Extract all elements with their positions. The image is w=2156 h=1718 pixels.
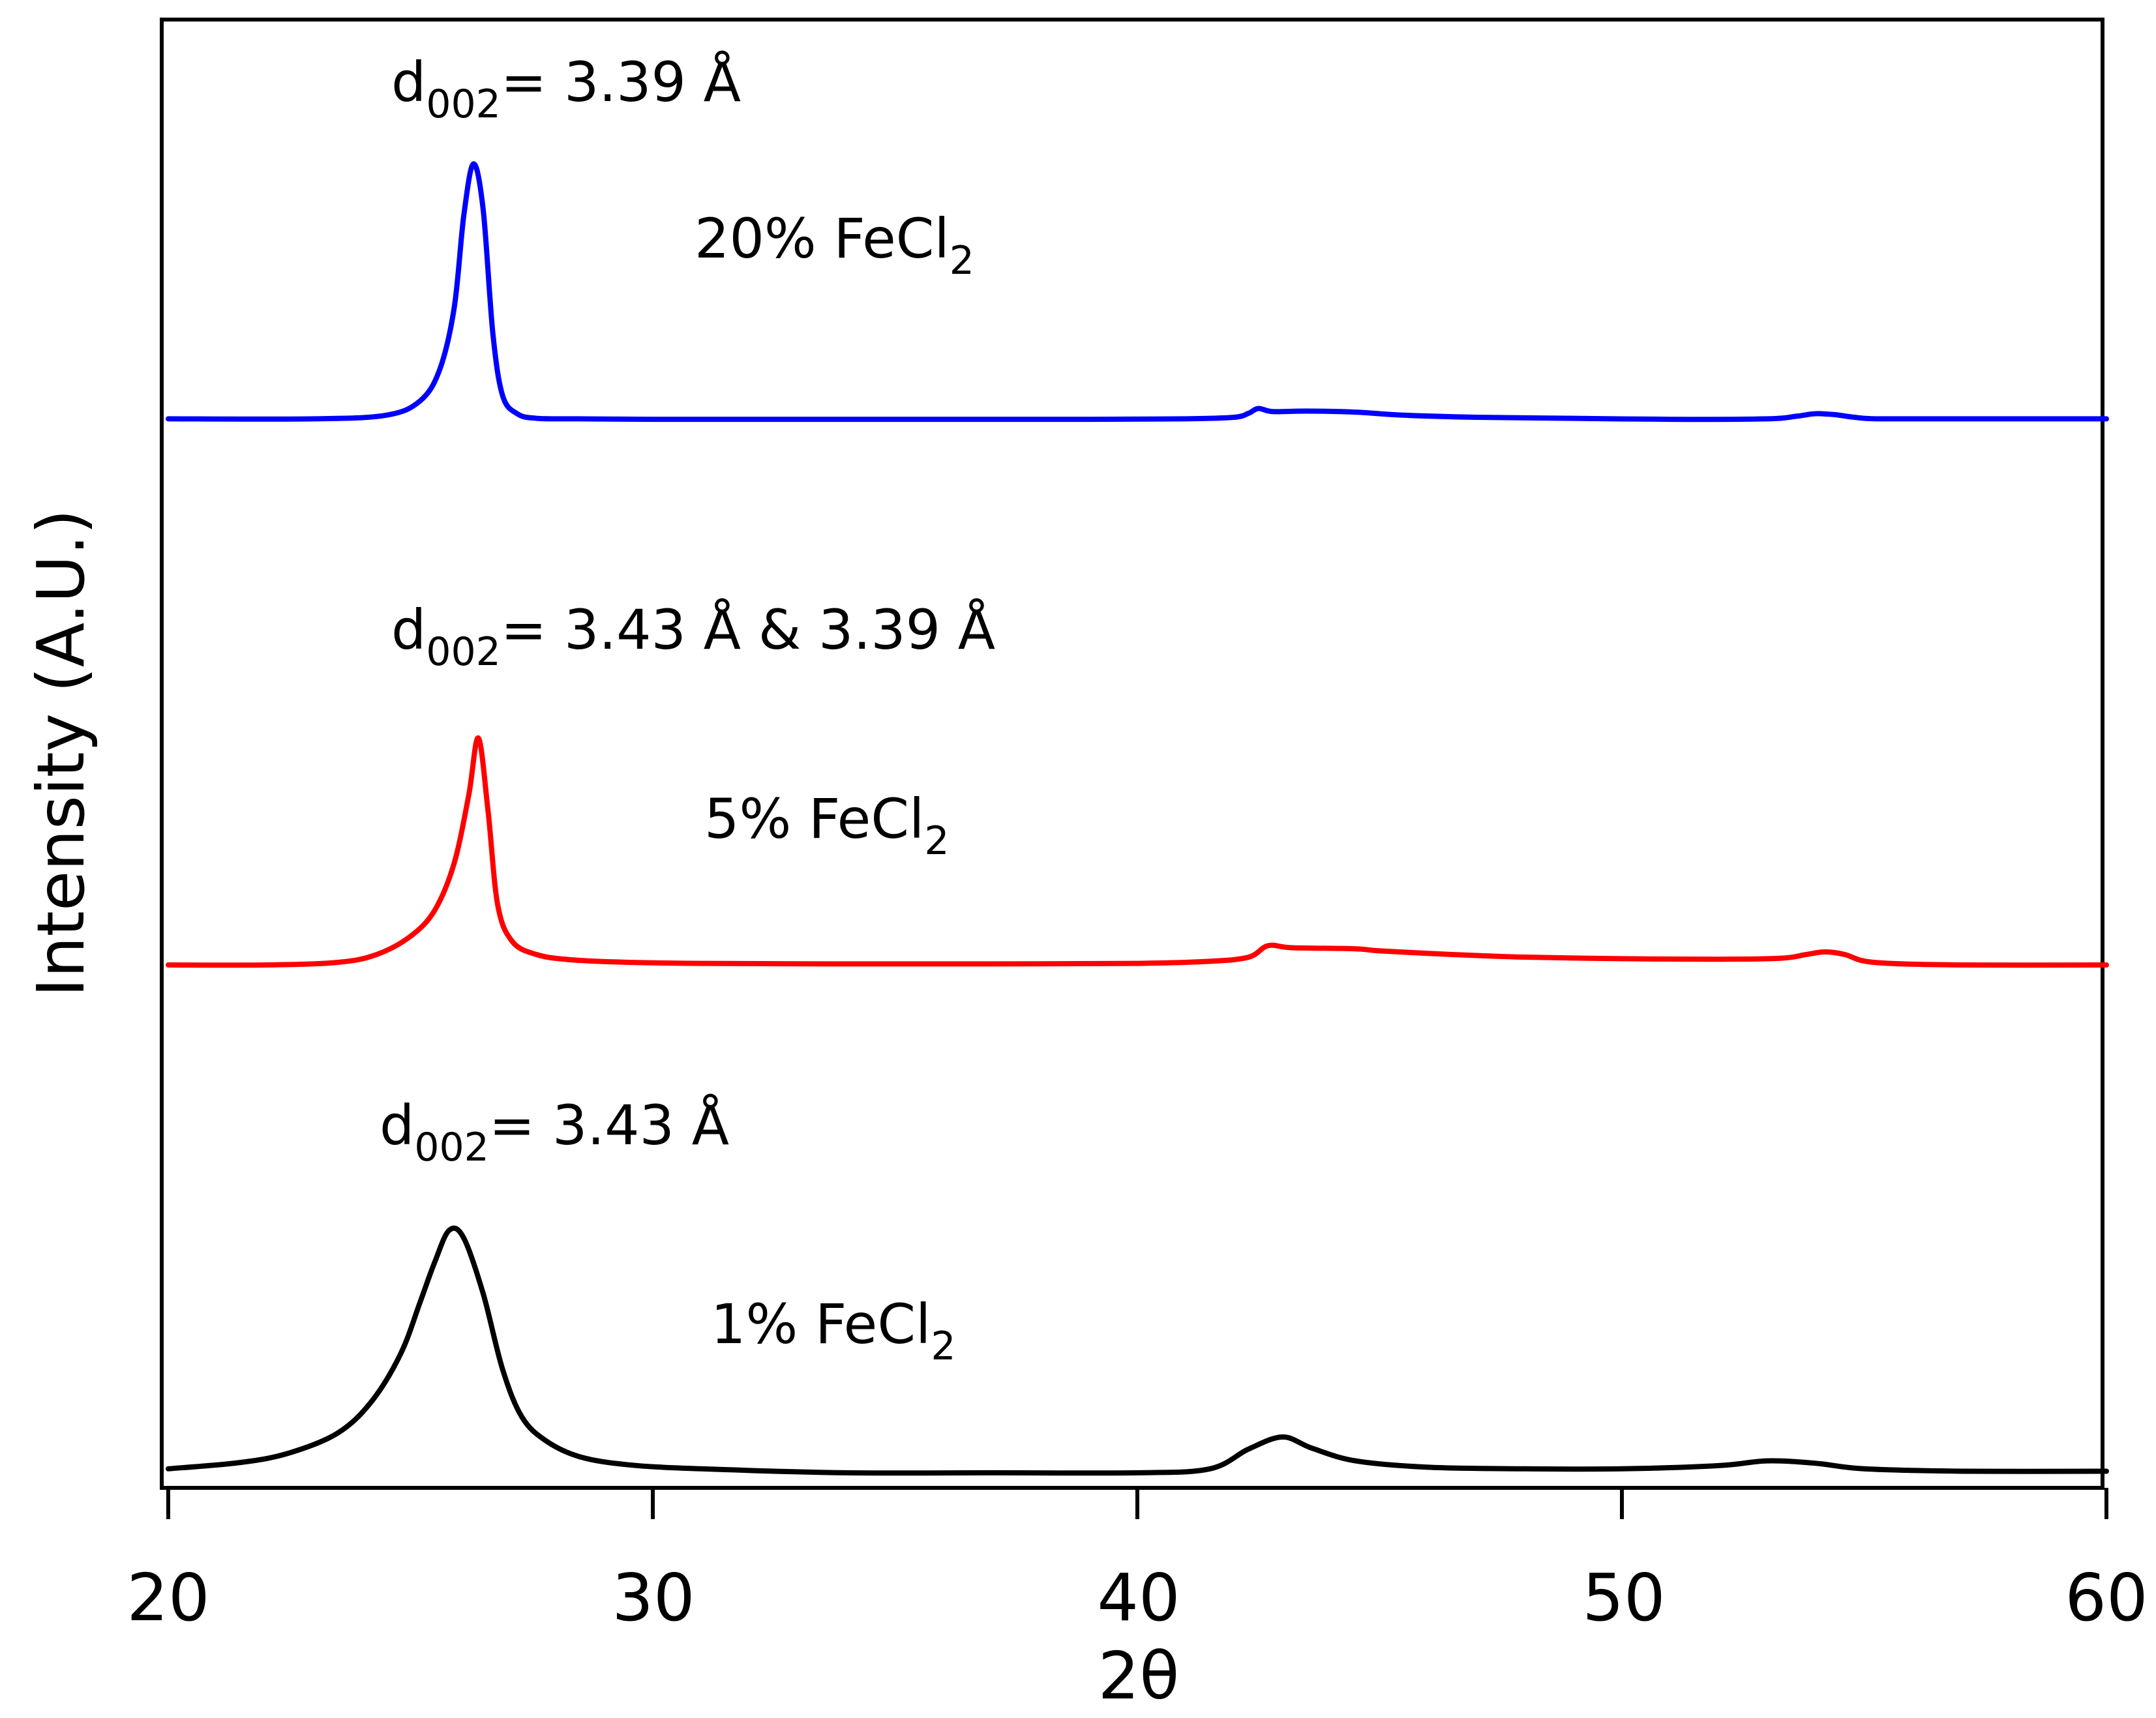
- d-symbol: d: [380, 1093, 414, 1157]
- x-tick-label-50: 50: [1582, 1560, 1665, 1636]
- d-symbol: d: [391, 598, 426, 662]
- plot-frame: [160, 18, 2104, 1490]
- d-subscript: 002: [426, 81, 501, 127]
- d-value: = 3.39 Å: [501, 50, 741, 114]
- d-spacing-annotation-1pct: d002= 3.43 Å: [380, 1093, 729, 1170]
- x-axis-title: 2θ: [1098, 1638, 1180, 1714]
- series-line-1pct: [166, 1225, 2109, 1476]
- series-label-subscript: 2: [950, 238, 974, 284]
- y-axis-title: Intensity (A.U.): [23, 509, 99, 998]
- x-tick-label-60: 60: [2065, 1560, 2148, 1636]
- series-label-text: 1% FeCl: [711, 1292, 931, 1356]
- series-line-20pct: [166, 161, 2109, 422]
- x-tick-label-40: 40: [1097, 1560, 1180, 1636]
- series-label-5pct: 5% FeCl2: [704, 787, 950, 864]
- d-value: = 3.43 Å: [489, 1093, 729, 1157]
- d-subscript: 002: [426, 629, 501, 675]
- series-label-subscript: 2: [931, 1324, 955, 1369]
- d-spacing-annotation-5pct: d002= 3.43 Å & 3.39 Å: [391, 597, 995, 675]
- x-tick-labels: 20 30 40 50 60: [127, 1560, 2148, 1636]
- series-label-text: 20% FeCl: [695, 207, 950, 271]
- x-tick-label-20: 20: [127, 1560, 209, 1636]
- d-spacing-annotation-20pct: d002= 3.39 Å: [391, 50, 741, 127]
- series-label-20pct: 20% FeCl2: [695, 207, 974, 284]
- series-label-text: 5% FeCl: [704, 787, 924, 851]
- x-axis-ticks: [166, 1488, 2108, 1519]
- d-value: = 3.43 Å & 3.39 Å: [501, 597, 995, 662]
- series-line-5pct: [166, 735, 2109, 968]
- d-symbol: d: [391, 50, 426, 114]
- series-label-1pct: 1% FeCl2: [711, 1292, 956, 1369]
- series-label-subscript: 2: [924, 818, 949, 864]
- series-layer: [166, 161, 2109, 1476]
- d-subscript: 002: [414, 1125, 489, 1170]
- x-tick-label-30: 30: [612, 1560, 695, 1636]
